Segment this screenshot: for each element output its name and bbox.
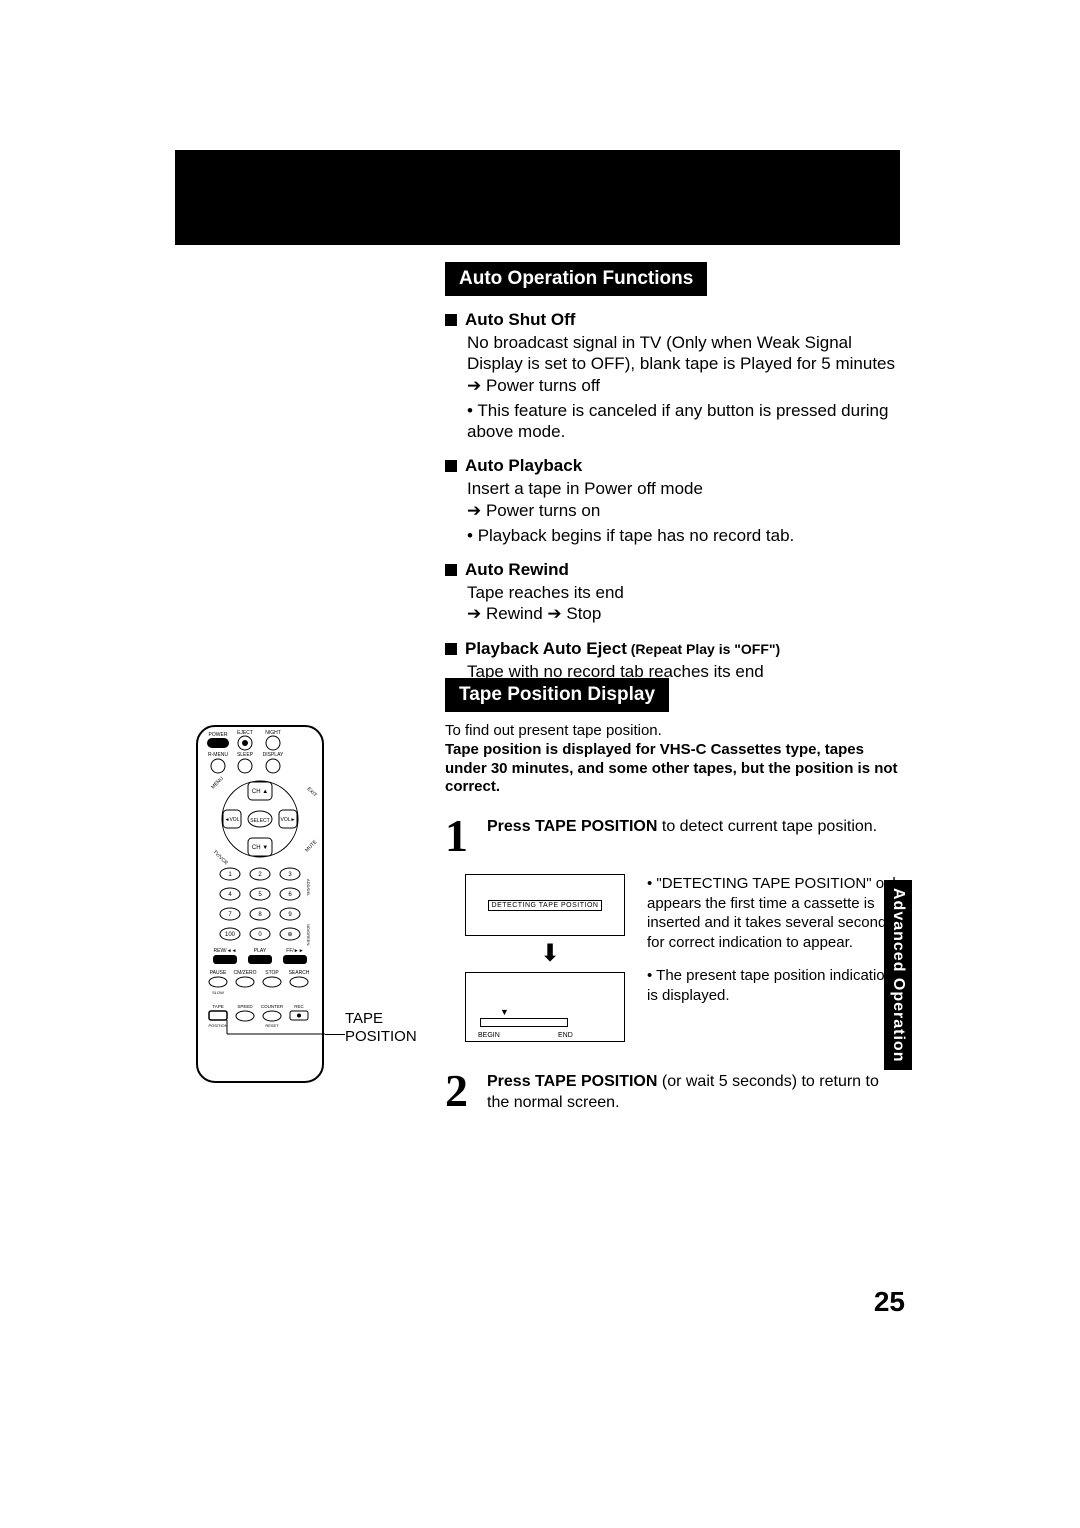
- section-header-tape: Tape Position Display: [445, 678, 669, 712]
- section-auto-operation: Auto Operation Functions Auto Shut Off N…: [445, 262, 905, 703]
- svg-text:ADD/DEL: ADD/DEL: [306, 879, 311, 897]
- remote-control-illustration: POWER EJECT NIGHT R-MENU SLEEP DISPLAY C…: [195, 724, 325, 1084]
- bullet-text: This feature is canceled if any button i…: [467, 400, 905, 443]
- svg-text:POWER: POWER: [209, 732, 228, 738]
- svg-text:100: 100: [225, 932, 236, 938]
- section-tape-position: Tape Position Display To find out presen…: [445, 678, 905, 1114]
- svg-text:NO/GREEN: NO/GREEN: [306, 924, 311, 945]
- svg-text:⊕: ⊕: [287, 932, 292, 938]
- svg-text:SEARCH: SEARCH: [289, 970, 310, 976]
- diagram-row: DETECTING TAPE POSITION ⬇ ▼ BEGIN END "D…: [465, 874, 905, 1042]
- bullet-present: The present tape position indication is …: [647, 966, 905, 1005]
- svg-text:RESET: RESET: [265, 1023, 279, 1028]
- bullet-detecting: "DETECTING TAPE POSITION" only appears t…: [647, 874, 905, 952]
- marker-icon: ▼: [500, 1007, 509, 1017]
- svg-text:CH ▼: CH ▼: [252, 845, 268, 851]
- svg-text:NIGHT: NIGHT: [265, 730, 281, 736]
- item-auto-rewind: Auto Rewind: [445, 560, 905, 580]
- body-text: Insert a tape in Power off mode ➔ Power …: [467, 478, 905, 521]
- svg-text:REW/◄◄: REW/◄◄: [214, 948, 237, 954]
- page-number: 25: [874, 1286, 905, 1318]
- body-text: No broadcast signal in TV (Only when Wea…: [467, 332, 905, 396]
- svg-text:STOP: STOP: [265, 970, 279, 976]
- screen-position: ▼ BEGIN END: [465, 972, 625, 1042]
- svg-text:VOL►: VOL►: [281, 817, 296, 823]
- step-1-text: Press TAPE POSITION to detect current ta…: [487, 815, 905, 838]
- svg-text:DISPLAY: DISPLAY: [263, 752, 284, 758]
- svg-text:REC: REC: [294, 1004, 304, 1009]
- section-header-auto: Auto Operation Functions: [445, 262, 707, 296]
- item-auto-playback: Auto Playback: [445, 456, 905, 476]
- callout-line: [325, 1034, 345, 1035]
- svg-text:PAUSE: PAUSE: [210, 970, 227, 976]
- svg-text:POSITION: POSITION: [208, 1023, 227, 1028]
- svg-text:SLEEP: SLEEP: [237, 752, 254, 758]
- diagram-boxes: DETECTING TAPE POSITION ⬇ ▼ BEGIN END: [465, 874, 635, 1042]
- svg-text:◄VOL: ◄VOL: [225, 817, 240, 823]
- body-text: Tape reaches its end ➔ Rewind ➔ Stop: [467, 582, 905, 625]
- svg-text:SPEED: SPEED: [237, 1004, 253, 1009]
- svg-text:TAPE: TAPE: [212, 1004, 223, 1009]
- svg-text:SLOW: SLOW: [212, 990, 224, 995]
- item-auto-shut-off: Auto Shut Off: [445, 310, 905, 330]
- remote-tape-position-label: TAPEPOSITION: [345, 1010, 417, 1046]
- step-1: 1 Press TAPE POSITION to detect current …: [445, 815, 905, 856]
- svg-text:EJECT: EJECT: [237, 730, 253, 736]
- svg-text:PLAY: PLAY: [254, 948, 267, 954]
- down-arrow-icon: ⬇: [465, 942, 635, 966]
- label-begin: BEGIN: [478, 1032, 500, 1039]
- step-number-2: 2: [445, 1070, 477, 1111]
- svg-text:FF/►►: FF/►►: [286, 948, 303, 954]
- side-tab-advanced-operation: Advanced Operation: [884, 880, 912, 1070]
- step-number-1: 1: [445, 815, 477, 856]
- bullet-text: Playback begins if tape has no record ta…: [467, 525, 905, 546]
- tape-bar: [480, 1018, 568, 1027]
- svg-text:SELECT: SELECT: [250, 818, 269, 824]
- svg-text:R-MENU: R-MENU: [208, 752, 228, 758]
- intro-text: To find out present tape position. Tape …: [445, 722, 905, 797]
- svg-text:CM/ZERO: CM/ZERO: [233, 970, 256, 976]
- svg-text:COUNTER: COUNTER: [261, 1004, 284, 1009]
- step-2-text: Press TAPE POSITION (or wait 5 seconds) …: [487, 1070, 905, 1114]
- screen-detecting: DETECTING TAPE POSITION: [465, 874, 625, 936]
- label-end: END: [558, 1032, 573, 1039]
- step-2: 2 Press TAPE POSITION (or wait 5 seconds…: [445, 1070, 905, 1114]
- diagram-bullets: "DETECTING TAPE POSITION" only appears t…: [635, 874, 905, 1042]
- item-playback-auto-eject: Playback Auto Eject (Repeat Play is "OFF…: [445, 639, 905, 659]
- header-banner: [175, 150, 900, 245]
- svg-text:CH ▲: CH ▲: [252, 789, 268, 795]
